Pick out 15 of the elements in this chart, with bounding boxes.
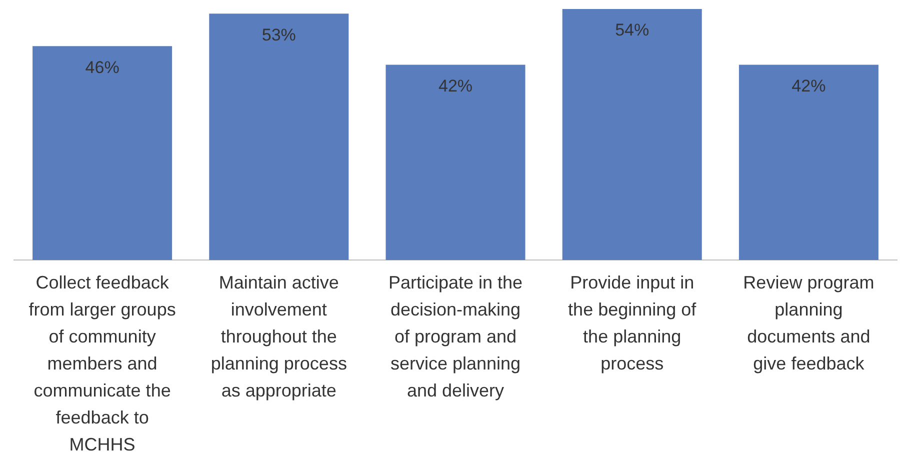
data-label: 42%: [438, 76, 473, 96]
data-label: 46%: [85, 58, 120, 77]
data-label: 54%: [615, 20, 650, 40]
x-tick-label: Provide input in the beginning of the planning process: [568, 272, 698, 374]
data-label: 53%: [262, 25, 296, 44]
bar: [386, 64, 526, 260]
x-tick-label: Maintain active involvement throughout the planning process as appropriate: [210, 272, 347, 400]
x-tick-label: Review program planning documents and give feedback: [743, 272, 874, 374]
bar: [738, 64, 878, 260]
bar: [562, 9, 702, 260]
x-tick-label: Participate in the decision-making of program and service planning and delivery: [388, 272, 523, 400]
x-tick-label: Collect feedback from larger groups of community members and communicate the feedback to MCHHS: [28, 272, 176, 454]
bar: [32, 46, 172, 260]
data-label: 42%: [792, 76, 826, 96]
bar: [209, 14, 349, 260]
